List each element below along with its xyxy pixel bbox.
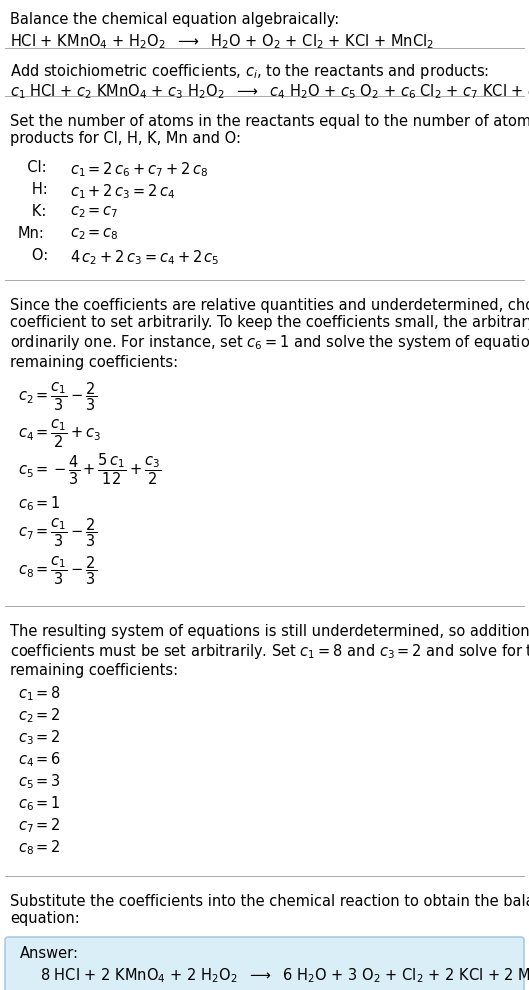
Text: $c_2 = 2$: $c_2 = 2$ <box>18 706 61 725</box>
Text: $c_1 = 2\,c_6 + c_7 + 2\,c_8$: $c_1 = 2\,c_6 + c_7 + 2\,c_8$ <box>70 160 208 179</box>
Text: $4\,c_2 + 2\,c_3 = c_4 + 2\,c_5$: $4\,c_2 + 2\,c_3 = c_4 + 2\,c_5$ <box>70 248 220 266</box>
Text: $c_8 = 2$: $c_8 = 2$ <box>18 838 61 856</box>
Text: Answer:: Answer: <box>20 946 79 961</box>
Text: The resulting system of equations is still underdetermined, so additional
coeffi: The resulting system of equations is sti… <box>10 624 529 678</box>
Text: Mn:: Mn: <box>18 226 45 241</box>
Text: Balance the chemical equation algebraically:: Balance the chemical equation algebraica… <box>10 12 339 27</box>
Text: Substitute the coefficients into the chemical reaction to obtain the balanced
eq: Substitute the coefficients into the che… <box>10 894 529 927</box>
Text: $c_1$ HCl + $c_2$ KMnO$_4$ + $c_3$ H$_2$O$_2$  $\longrightarrow$  $c_4$ H$_2$O +: $c_1$ HCl + $c_2$ KMnO$_4$ + $c_3$ H$_2$… <box>10 82 529 101</box>
Text: $c_2 = c_8$: $c_2 = c_8$ <box>70 226 119 242</box>
Text: $c_6 = 1$: $c_6 = 1$ <box>18 494 61 513</box>
Text: $c_3 = 2$: $c_3 = 2$ <box>18 728 61 746</box>
Text: K:: K: <box>18 204 47 219</box>
Text: $c_4 = \dfrac{c_1}{2} + c_3$: $c_4 = \dfrac{c_1}{2} + c_3$ <box>18 418 102 450</box>
Text: $c_7 = 2$: $c_7 = 2$ <box>18 816 61 835</box>
Text: $c_2 = \dfrac{c_1}{3} - \dfrac{2}{3}$: $c_2 = \dfrac{c_1}{3} - \dfrac{2}{3}$ <box>18 380 97 413</box>
Text: $c_4 = 6$: $c_4 = 6$ <box>18 750 61 768</box>
Text: 8 HCl + 2 KMnO$_4$ + 2 H$_2$O$_2$  $\longrightarrow$  6 H$_2$O + 3 O$_2$ + Cl$_2: 8 HCl + 2 KMnO$_4$ + 2 H$_2$O$_2$ $\long… <box>40 966 529 985</box>
Text: $c_7 = \dfrac{c_1}{3} - \dfrac{2}{3}$: $c_7 = \dfrac{c_1}{3} - \dfrac{2}{3}$ <box>18 516 97 548</box>
Text: $c_6 = 1$: $c_6 = 1$ <box>18 794 61 813</box>
FancyBboxPatch shape <box>5 937 524 990</box>
Text: $c_5 = -\dfrac{4}{3} + \dfrac{5\,c_1}{12} + \dfrac{c_3}{2}$: $c_5 = -\dfrac{4}{3} + \dfrac{5\,c_1}{12… <box>18 452 161 487</box>
Text: $c_1 + 2\,c_3 = 2\,c_4$: $c_1 + 2\,c_3 = 2\,c_4$ <box>70 182 175 201</box>
Text: $c_5 = 3$: $c_5 = 3$ <box>18 772 61 791</box>
Text: H:: H: <box>18 182 48 197</box>
Text: $c_2 = c_7$: $c_2 = c_7$ <box>70 204 118 220</box>
Text: $c_8 = \dfrac{c_1}{3} - \dfrac{2}{3}$: $c_8 = \dfrac{c_1}{3} - \dfrac{2}{3}$ <box>18 554 97 586</box>
Text: $c_1 = 8$: $c_1 = 8$ <box>18 684 61 703</box>
Text: Set the number of atoms in the reactants equal to the number of atoms in the
pro: Set the number of atoms in the reactants… <box>10 114 529 147</box>
Text: HCl + KMnO$_4$ + H$_2$O$_2$  $\longrightarrow$  H$_2$O + O$_2$ + Cl$_2$ + KCl + : HCl + KMnO$_4$ + H$_2$O$_2$ $\longrighta… <box>10 32 434 50</box>
Text: Add stoichiometric coefficients, $c_i$, to the reactants and products:: Add stoichiometric coefficients, $c_i$, … <box>10 62 489 81</box>
Text: Since the coefficients are relative quantities and underdetermined, choose a
coe: Since the coefficients are relative quan… <box>10 298 529 369</box>
Text: Cl:: Cl: <box>18 160 47 175</box>
Text: O:: O: <box>18 248 48 263</box>
